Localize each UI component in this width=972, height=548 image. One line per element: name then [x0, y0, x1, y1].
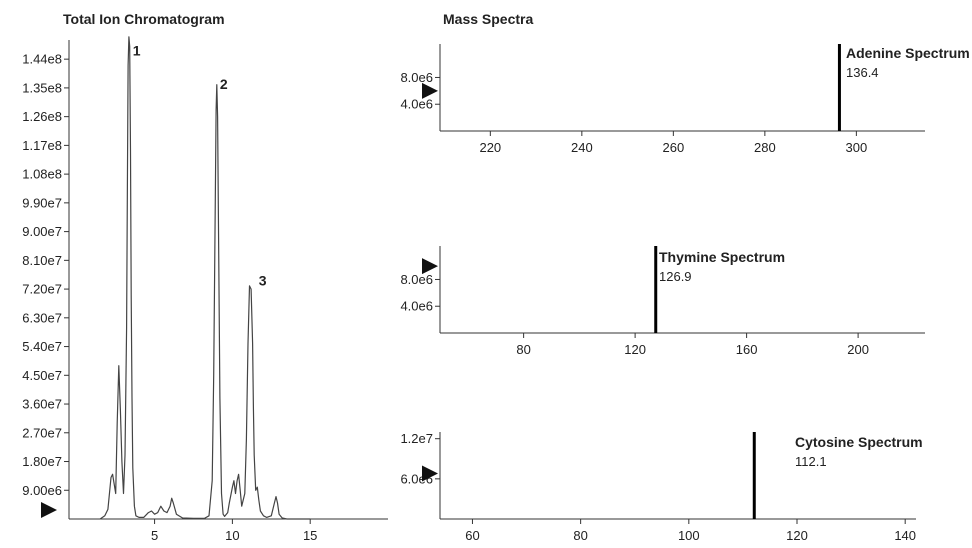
- tic-peak-label-2: 2: [220, 76, 228, 92]
- tic-y-tick-label: 1.17e8: [22, 138, 62, 153]
- tic-y-tick-label: 2.70e7: [22, 425, 62, 440]
- thymine-mz-label: 126.9: [659, 269, 692, 284]
- tic-x-tick-label: 15: [303, 528, 317, 543]
- mass-spectra-title: Mass Spectra: [443, 11, 533, 27]
- thymine-x-tick-label: 200: [847, 342, 869, 357]
- cytosine-x-tick-label: 60: [465, 528, 479, 543]
- adenine-spectrum-label: Adenine Spectrum: [846, 45, 970, 61]
- adenine-y-tick-label: 4.0e6: [400, 97, 433, 112]
- thymine-y-tick-label: 4.0e6: [400, 299, 433, 314]
- cytosine-mz-label: 112.1: [795, 454, 827, 469]
- tic-y-tick-label: 4.50e7: [22, 368, 62, 383]
- tic-y-tick-label: 5.40e7: [22, 339, 62, 354]
- tic-y-tick-label: 7.20e7: [22, 282, 62, 297]
- thymine-y-tick-label: 8.0e6: [400, 272, 433, 287]
- thymine-x-tick-label: 160: [736, 342, 758, 357]
- adenine-x-tick-label: 260: [662, 140, 684, 155]
- cytosine-baseline-marker: [422, 465, 438, 482]
- adenine-x-tick-label: 300: [846, 140, 868, 155]
- tic-y-tick-label: 1.80e7: [22, 454, 62, 469]
- tic-title: Total Ion Chromatogram: [63, 11, 225, 27]
- cytosine-x-tick-label: 100: [678, 528, 700, 543]
- tic-x-tick-label: 5: [151, 528, 158, 543]
- tic-y-tick-label: 9.00e6: [22, 483, 62, 498]
- adenine-y-tick-label: 8.0e6: [400, 70, 433, 85]
- tic-y-tick-label: 1.35e8: [22, 80, 62, 95]
- adenine-x-tick-label: 280: [754, 140, 776, 155]
- adenine-x-tick-label: 220: [479, 140, 501, 155]
- tic-peak-label-3: 3: [259, 273, 267, 289]
- tic-y-tick-label: 9.90e7: [22, 195, 62, 210]
- cytosine-x-tick-label: 80: [573, 528, 587, 543]
- thymine-x-tick-label: 120: [624, 342, 646, 357]
- thymine-spectrum-label: Thymine Spectrum: [659, 249, 785, 265]
- tic-x-tick-label: 10: [225, 528, 239, 543]
- thymine-baseline-marker: [422, 258, 438, 275]
- tic-baseline-marker: [41, 502, 57, 518]
- tic-y-tick-label: 6.30e7: [22, 310, 62, 325]
- cytosine-spectrum-label: Cytosine Spectrum: [795, 434, 923, 450]
- thymine-x-tick-label: 80: [516, 342, 530, 357]
- tic-y-tick-label: 8.10e7: [22, 253, 62, 268]
- adenine-mz-label: 136.4: [846, 65, 879, 80]
- tic-y-tick-label: 1.26e8: [22, 109, 62, 124]
- cytosine-y-tick-label: 1.2e7: [400, 431, 433, 446]
- tic-trace: [99, 36, 311, 520]
- adenine-baseline-marker: [422, 82, 438, 99]
- cytosine-x-tick-label: 120: [786, 528, 808, 543]
- tic-y-tick-label: 1.08e8: [22, 167, 62, 182]
- adenine-x-tick-label: 240: [571, 140, 593, 155]
- tic-y-tick-label: 1.44e8: [22, 52, 62, 67]
- tic-y-tick-label: 3.60e7: [22, 397, 62, 412]
- tic-y-tick-label: 9.00e7: [22, 224, 62, 239]
- cytosine-x-tick-label: 140: [894, 528, 916, 543]
- tic-peak-label-1: 1: [133, 43, 141, 59]
